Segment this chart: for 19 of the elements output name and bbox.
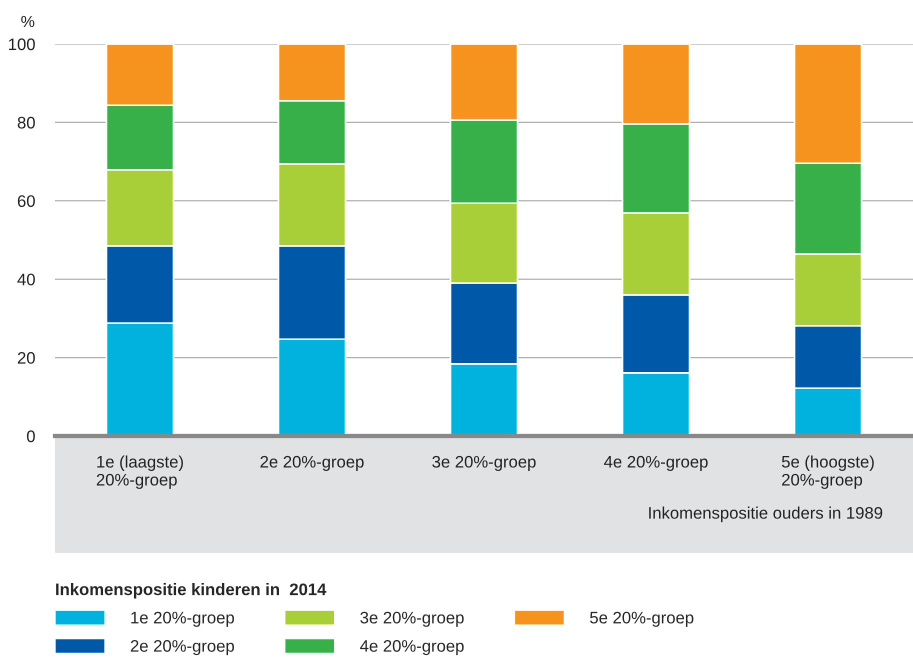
legend-label: 4e 20%-groep <box>360 640 464 656</box>
y-tick-label: 100 <box>9 38 35 50</box>
legend-label: 3e 20%-groep <box>360 612 464 627</box>
x-tick-label: 2e 20%-groep <box>260 456 364 471</box>
y-tick-label: 80 <box>18 116 35 129</box>
legend-title: Inkomenspositie kinderen in 2014 <box>56 583 326 599</box>
x-axis-title: Inkomenspositie ouders in 1989 <box>649 506 882 522</box>
legend-label: 2e 20%-groep <box>130 640 234 656</box>
legend-label: 1e 20%-groep <box>131 612 234 627</box>
legend-label: 5e 20%-groep <box>590 612 694 627</box>
x-tick-label: 1e (laagste) 20%-groep <box>96 455 183 489</box>
y-tick-label: 60 <box>18 195 35 208</box>
y-tick-label: 20 <box>18 352 35 364</box>
y-axis-title: % <box>21 16 34 28</box>
x-tick-label: 3e 20%-groep <box>432 456 536 471</box>
y-tick-label: 0 <box>26 430 35 442</box>
y-tick-label: 40 <box>17 274 35 286</box>
x-tick-label: 5e (hoogste) 20%-groep <box>782 455 874 489</box>
x-tick-label: 4e 20%-groep <box>604 456 708 471</box>
